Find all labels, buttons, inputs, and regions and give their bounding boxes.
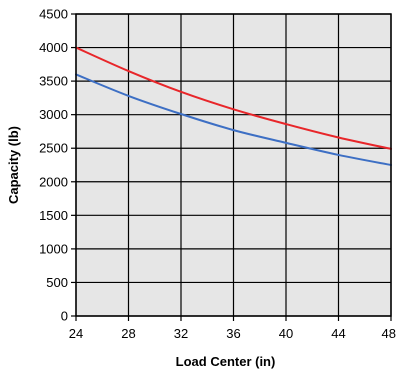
y-tick-label: 1000 [39,241,68,256]
y-tick-label: 500 [46,275,68,290]
x-tick-label: 44 [331,326,345,341]
y-tick-label: 2500 [39,141,68,156]
y-tick-label: 4500 [39,7,68,22]
y-tick-label: 3500 [39,74,68,89]
x-tick-label: 40 [279,326,293,341]
x-tick-label: 48 [382,326,396,341]
y-tick-label: 2000 [39,174,68,189]
x-tick-label: 32 [174,326,188,341]
y-tick-label: 1500 [39,208,68,223]
series-line-1 [75,46,392,150]
y-tick-label: 3000 [39,107,68,122]
x-axis-title: Load Center (in) [176,354,276,369]
x-tick-label: 36 [226,326,240,341]
y-tick-label: 0 [61,309,68,324]
series-line-2 [75,73,392,166]
y-tick-label: 4000 [39,40,68,55]
x-tick-label: 28 [121,326,135,341]
x-tick-label: 24 [69,326,83,341]
x-axis-ticks: 24 28 32 36 40 44 48 [69,316,396,341]
series-lines [75,46,392,166]
y-axis-title: Capacity (lb) [6,126,21,204]
y-axis-ticks: 0 500 1000 1500 2000 2500 3000 3500 4000 4500 [39,7,76,324]
